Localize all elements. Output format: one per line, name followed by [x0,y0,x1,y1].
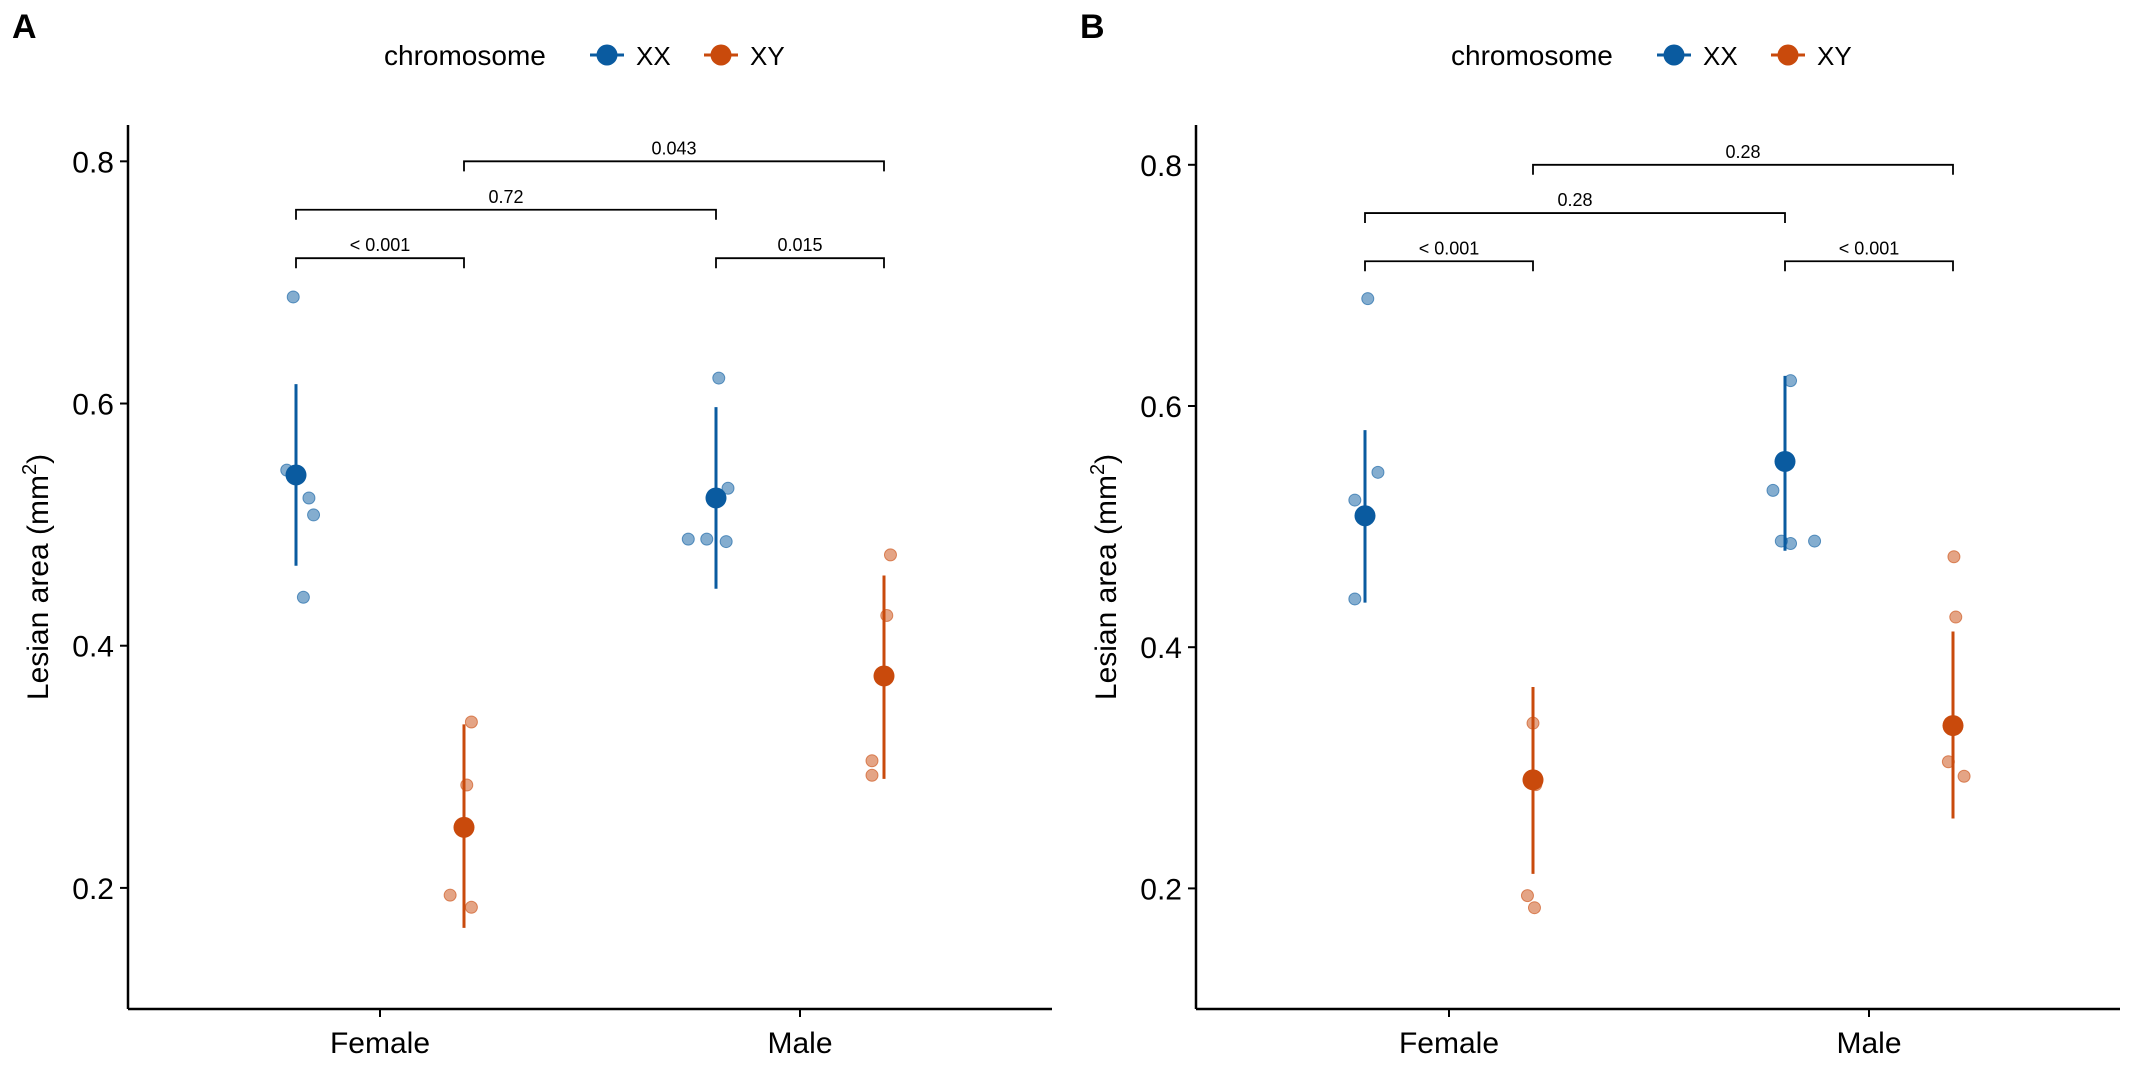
mean-point-xx-female [285,464,307,486]
data-point-xy-female [443,888,457,902]
panel-b: B chromosome XX XY 0.2 0.4 0.6 0.8 Female Male… [1080,8,2120,1060]
mean-point-xy-male [873,665,895,687]
legend-key-dot-xx [1663,44,1685,66]
data-point-xy-male [1947,550,1961,564]
legend-label-xy: XY [750,41,785,71]
y-tick-label: 0.4 [72,631,114,664]
legend-a: chromosome XX XY [384,40,785,71]
data-point-xx-female [302,491,316,505]
data-point-xy-male [883,548,897,562]
data-point-xx-female [1348,493,1362,507]
legend-title: chromosome [1451,40,1613,71]
p-value-label: 0.043 [651,138,696,158]
data-point-xx-male [1808,534,1822,548]
data-point-xx-male [712,371,726,385]
legend-key-dot-xx [596,44,618,66]
data-point-xy-male [1957,769,1971,783]
significance-bracket [715,257,885,269]
legend-label-xx: XX [636,41,671,71]
mean-point-xx-male [705,487,727,509]
x-tick-label-male: Male [767,1027,832,1060]
data-point-xx-male [700,532,714,546]
y-axis-title-end: ) [1090,454,1123,464]
p-value-label: < 0.001 [350,235,411,255]
p-value-label: 0.28 [1725,142,1760,162]
y-axis-title: Lesian area (mm2) [1087,454,1123,700]
data-point-xy-female [1527,901,1541,915]
data-point-xx-female [307,508,321,522]
y-axis-title-end: ) [22,454,55,464]
p-value-label: 0.015 [777,235,822,255]
legend-b: chromosome XX XY [1451,40,1852,71]
legend-key-dot-xy [710,44,732,66]
significance-bracket [1364,212,1786,224]
significance-bracket [463,160,885,172]
significance-bracket [1532,163,1954,175]
p-value-label: < 0.001 [1839,238,1900,258]
data-point-xx-female [1361,292,1375,306]
data-point-xy-female [1520,889,1534,903]
legend-label-xy: XY [1817,41,1852,71]
legend-title: chromosome [384,40,546,71]
mean-point-xx-male [1774,450,1796,472]
data-point-xx-male [1766,483,1780,497]
mean-point-xy-female [1522,769,1544,791]
data-point-xx-male [721,481,735,495]
significance-bracket [1784,260,1954,272]
legend-label-xx: XX [1703,41,1738,71]
y-axis-title-base: Lesian area (mm [22,475,55,700]
p-value-label: 0.72 [488,187,523,207]
y-tick-label: 0.6 [72,389,114,422]
y-axis-title-base: Lesian area (mm [1090,475,1123,700]
mean-point-xy-female [453,816,475,838]
y-tick-label: 0.4 [1140,632,1182,665]
p-value-label: 0.28 [1557,190,1592,210]
significance-bracket [1364,260,1534,272]
significance-bracket [295,208,717,220]
y-tick-label: 0.2 [72,873,114,906]
y-tick-label: 0.2 [1140,873,1182,906]
panel-a: A chromosome XX XY 0.2 0.4 0.6 0.8 Female Male… [12,8,1052,1060]
significance-bracket [295,257,465,269]
mean-point-xy-male [1942,715,1964,737]
y-axis-title-sup: 2 [19,464,41,475]
data-point-xx-male [681,532,695,546]
data-point-xy-female [464,900,478,914]
panel-letter-b: B [1080,8,1105,46]
data-point-xy-male [865,768,879,782]
data-point-xy-male [1949,610,1963,624]
p-value-label: < 0.001 [1419,238,1480,258]
legend-key-dot-xy [1777,44,1799,66]
panel-letter-a: A [12,8,37,46]
data-point-xy-female [464,715,478,729]
y-tick-label: 0.6 [1140,391,1182,424]
data-point-xx-female [296,590,310,604]
y-tick-label: 0.8 [72,146,114,179]
y-tick-label: 0.8 [1140,150,1182,183]
data-point-xx-female [286,290,300,304]
x-tick-label-female: Female [330,1027,430,1060]
y-axis-title-sup: 2 [1087,464,1109,475]
data-point-xx-male [719,535,733,549]
x-tick-label-male: Male [1836,1027,1901,1060]
mean-point-xx-female [1354,505,1376,527]
y-axis-title: Lesian area (mm2) [19,454,55,700]
data-point-xy-male [865,754,879,768]
data-point-xx-female [1371,465,1385,479]
x-tick-label-female: Female [1399,1027,1499,1060]
data-point-xx-female [1348,592,1362,606]
